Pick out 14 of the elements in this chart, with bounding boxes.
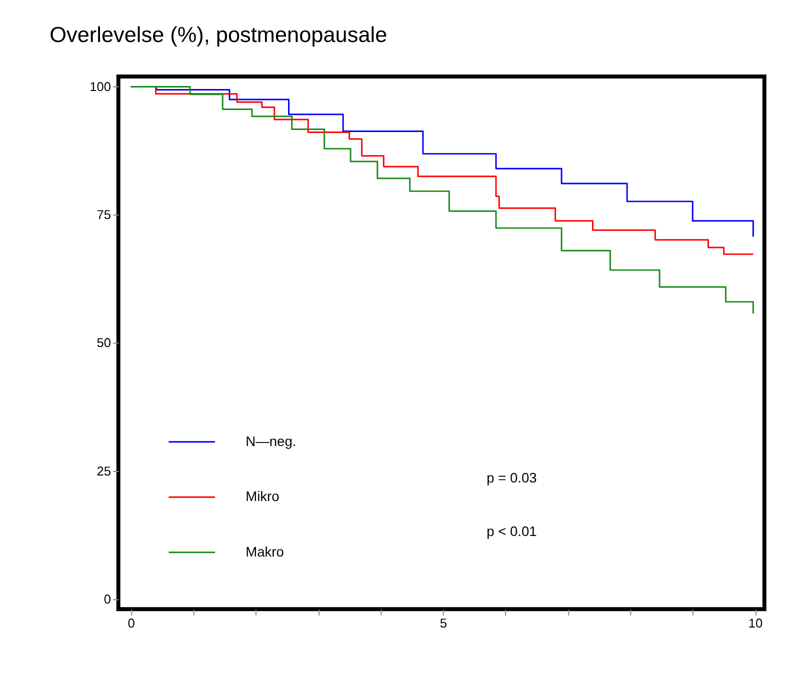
x-tick-label: 10 — [748, 615, 763, 630]
legend-label: N—neg. — [246, 434, 296, 449]
chart-title: Overlevelse (%), postmenopausale — [50, 22, 388, 47]
legend-label: Makro — [246, 544, 284, 560]
y-tick-label: 0 — [104, 591, 111, 606]
y-tick-label: 25 — [96, 463, 111, 478]
legend-label: Mikro — [246, 489, 280, 504]
x-tick-label: 0 — [128, 615, 135, 630]
y-tick-label: 100 — [90, 79, 111, 94]
annotation: p < 0.01 — [486, 524, 537, 539]
y-tick-label: 50 — [96, 335, 111, 350]
annotation: p = 0.03 — [486, 470, 538, 486]
y-tick-label: 75 — [96, 207, 111, 222]
x-tick-label: 5 — [440, 615, 448, 630]
